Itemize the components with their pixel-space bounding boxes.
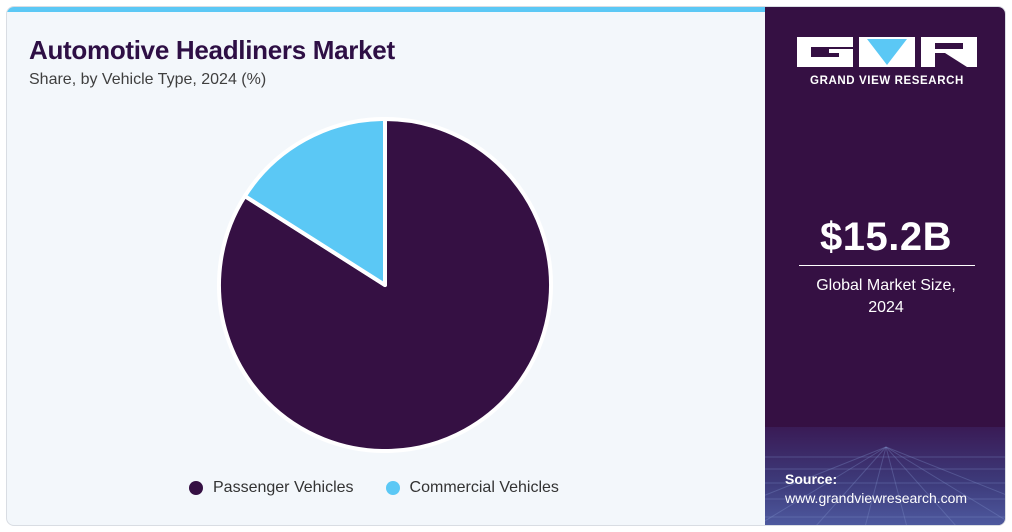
legend-marker-commercial-vehicles — [385, 481, 400, 495]
market-size-label: Global Market Size, 2024 — [765, 275, 1005, 319]
legend-item-passenger-vehicles: Passenger Vehicles — [189, 479, 354, 497]
perspective-grid-decoration — [765, 446, 1005, 525]
market-size-label-line1: Global Market Size, — [816, 277, 956, 294]
stat-divider — [799, 265, 975, 266]
brand-name: GRAND VIEW RESEARCH — [810, 75, 964, 87]
pie-chart — [217, 117, 553, 453]
legend-marker-passenger-vehicles — [189, 481, 203, 495]
side-panel-footer — [765, 427, 1005, 525]
legend-label-passenger-vehicles: Passenger Vehicles — [213, 479, 354, 496]
pie-slice-commercial-vehicles — [242, 117, 387, 287]
side-panel: GRAND VIEW RESEARCH $15.2B Global Market… — [765, 7, 1005, 525]
source-url[interactable]: www.grandviewresearch.com — [785, 490, 968, 506]
chart-panel: Automotive Headliners Market Share, by V… — [7, 7, 765, 525]
legend-label-commercial-vehicles: Commercial Vehicles — [409, 479, 559, 496]
top-accent-bar — [7, 7, 765, 12]
infographic-card: Automotive Headliners Market Share, by V… — [6, 6, 1006, 526]
gvr-logo-icon — [797, 37, 977, 67]
source-label: Source: — [785, 471, 838, 487]
legend-item-commercial-vehicles: Commercial Vehicles — [385, 479, 559, 497]
chart-legend: Passenger Vehicles Commercial Vehicles — [189, 479, 591, 497]
market-size-label-line2: 2024 — [868, 299, 904, 316]
chart-title: Automotive Headliners Market — [29, 35, 395, 65]
source-note: Source: www.grandviewresearch.com — [785, 470, 967, 508]
market-size-value: $15.2B — [820, 215, 952, 259]
chart-subtitle: Share, by Vehicle Type, 2024 (%) — [29, 71, 267, 88]
